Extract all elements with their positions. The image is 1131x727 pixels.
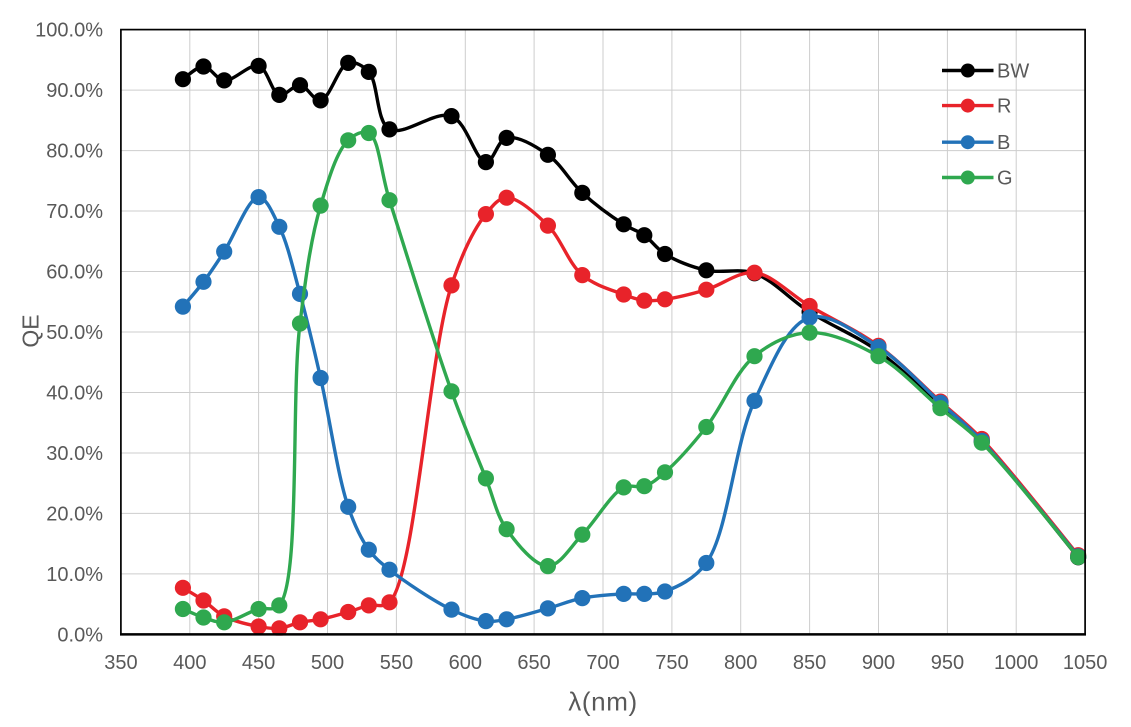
svg-text:30.0%: 30.0% xyxy=(46,443,103,465)
svg-text:0.0%: 0.0% xyxy=(57,624,103,646)
svg-text:350: 350 xyxy=(104,652,137,674)
svg-text:20.0%: 20.0% xyxy=(46,503,103,525)
svg-text:1050: 1050 xyxy=(1063,652,1108,674)
svg-text:750: 750 xyxy=(655,652,688,674)
svg-text:600: 600 xyxy=(449,652,482,674)
svg-text:900: 900 xyxy=(862,652,895,674)
svg-text:QE: QE xyxy=(18,314,44,347)
svg-text:60.0%: 60.0% xyxy=(46,262,103,284)
svg-text:50.0%: 50.0% xyxy=(46,322,103,344)
svg-text:λ(nm): λ(nm) xyxy=(568,687,637,717)
svg-text:BW: BW xyxy=(997,61,1029,83)
svg-text:70.0%: 70.0% xyxy=(46,201,103,223)
svg-text:B: B xyxy=(997,132,1010,154)
svg-text:40.0%: 40.0% xyxy=(46,383,103,405)
svg-text:80.0%: 80.0% xyxy=(46,141,103,163)
svg-text:700: 700 xyxy=(586,652,619,674)
svg-text:800: 800 xyxy=(724,652,757,674)
svg-text:500: 500 xyxy=(311,652,344,674)
svg-text:550: 550 xyxy=(380,652,413,674)
svg-text:R: R xyxy=(997,96,1011,118)
svg-text:100.0%: 100.0% xyxy=(35,20,103,42)
svg-text:450: 450 xyxy=(242,652,275,674)
svg-text:G: G xyxy=(997,168,1013,190)
svg-text:950: 950 xyxy=(931,652,964,674)
svg-text:10.0%: 10.0% xyxy=(46,564,103,586)
svg-text:400: 400 xyxy=(173,652,206,674)
svg-text:1000: 1000 xyxy=(994,652,1039,674)
svg-text:90.0%: 90.0% xyxy=(46,80,103,102)
svg-text:650: 650 xyxy=(517,652,550,674)
svg-text:850: 850 xyxy=(793,652,826,674)
